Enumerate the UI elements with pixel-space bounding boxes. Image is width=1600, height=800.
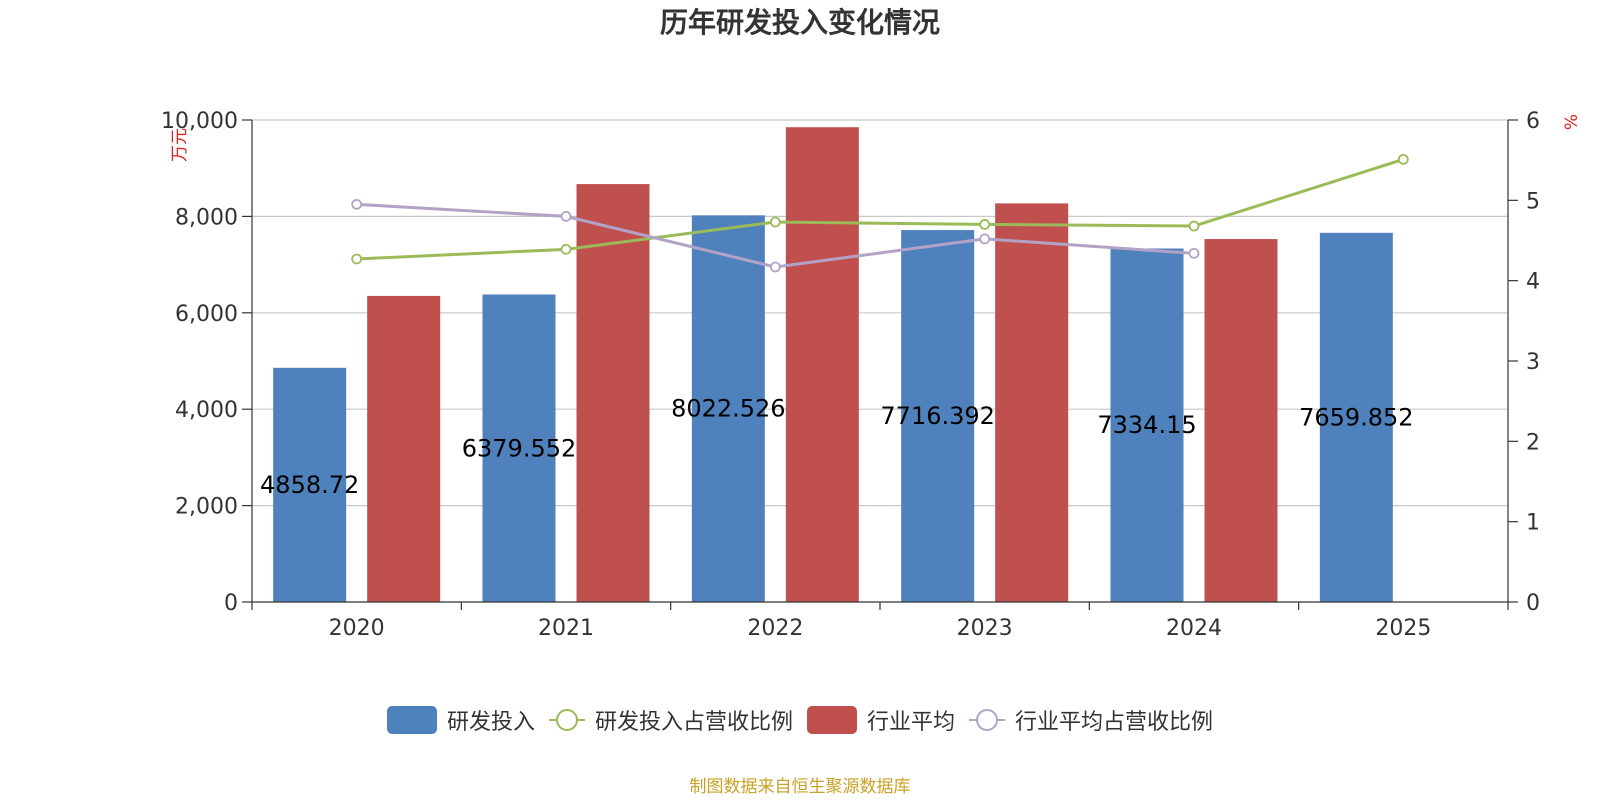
legend-label-rd-ratio: 研发投入占营收比例	[594, 710, 793, 735]
y-right-tick-label: 1	[1526, 511, 1540, 536]
y-left-tick-label: 8,000	[175, 205, 238, 230]
series-line	[356, 202, 1195, 269]
data-label: 7716.392	[880, 402, 995, 430]
legend-item-rd-investment[interactable]: 研发投入	[386, 704, 535, 736]
bar	[1204, 239, 1278, 602]
bar	[576, 184, 650, 602]
x-tick-label: 2023	[957, 616, 1013, 641]
line-point	[351, 198, 363, 210]
line-point	[351, 253, 363, 265]
source-note: 制图数据来自恒生聚源数据库	[689, 777, 911, 797]
line-point	[1188, 220, 1200, 232]
legend-swatch-rd-ratio	[548, 709, 585, 731]
legend-label-industry-ratio: 行业平均占营收比例	[1015, 710, 1214, 735]
bar	[691, 215, 765, 602]
x-tick-label: 2022	[747, 616, 803, 641]
x-tick-label: 2020	[329, 616, 385, 641]
line-point	[769, 261, 781, 273]
data-label: 8022.526	[671, 395, 786, 423]
data-label: 6379.552	[462, 434, 577, 462]
x-tick-label: 2024	[1166, 616, 1222, 641]
legend-label-industry-average: 行业平均	[867, 710, 956, 735]
bar	[1319, 232, 1393, 602]
y-left-tick-label: 0	[224, 591, 238, 616]
bar	[785, 127, 859, 602]
y-left-tick-label: 2,000	[175, 495, 238, 520]
line-point	[1188, 247, 1200, 259]
data-label: 4858.72	[260, 471, 359, 499]
x-tick-label: 2021	[538, 616, 594, 641]
legend-swatch-rd-investment	[386, 706, 437, 734]
legend-swatch-industry-ratio	[969, 709, 1006, 731]
lines	[351, 153, 1409, 273]
y-right-tick-label: 4	[1526, 270, 1540, 295]
y-left-axis-label: 万元	[170, 128, 190, 162]
y-right-tick-label: 3	[1526, 350, 1540, 375]
line-point	[769, 216, 781, 228]
y-right-axis-label: %	[1562, 114, 1582, 130]
bar	[482, 294, 556, 602]
bar	[1110, 248, 1184, 603]
bar	[273, 367, 347, 602]
legend-item-rd-ratio[interactable]: 研发投入占营收比例	[548, 704, 793, 736]
bar	[367, 295, 441, 602]
data-label: 7659.852	[1299, 403, 1414, 431]
bar	[995, 203, 1069, 603]
bars	[273, 127, 1393, 603]
line-point	[1397, 153, 1409, 165]
legend: 研发投入 研发投入占营收比例 行业平均 行业平均占营收比例	[0, 700, 1600, 740]
data-labels: 4858.72 6379.552 8022.526 7716.392 7334.15 76…	[260, 395, 1414, 499]
x-tick-label: 2025	[1375, 616, 1431, 641]
legend-item-industry-average[interactable]: 行业平均	[807, 704, 955, 736]
line-point	[979, 219, 991, 230]
legend-label-rd-investment: 研发投入	[446, 710, 535, 735]
y-left-tick-label: 4,000	[175, 398, 238, 423]
y-right-tick-label: 6	[1526, 109, 1540, 134]
grid-lines	[252, 119, 1508, 507]
line-point	[560, 210, 572, 222]
bar	[901, 230, 975, 603]
series-line	[356, 157, 1404, 261]
chart-title: 历年研发投入变化情况	[660, 6, 940, 39]
y-right-tick-label: 0	[1526, 591, 1540, 616]
legend-swatch-industry-average	[807, 706, 857, 734]
line-point	[560, 243, 572, 255]
line-point	[979, 233, 991, 245]
y-left-tick-label: 6,000	[175, 302, 238, 327]
y-left-tick-label: 10,000	[161, 109, 238, 134]
data-label: 7334.15	[1097, 411, 1196, 439]
axes: 0 2,000 4,000 6,000 8,000 10,000 0 1 2 3 4 5 6 2020 20…	[161, 109, 1540, 641]
legend-item-industry-ratio[interactable]: 行业平均占营收比例	[969, 704, 1213, 736]
y-right-tick-label: 5	[1526, 189, 1540, 214]
y-right-tick-label: 2	[1526, 430, 1540, 455]
